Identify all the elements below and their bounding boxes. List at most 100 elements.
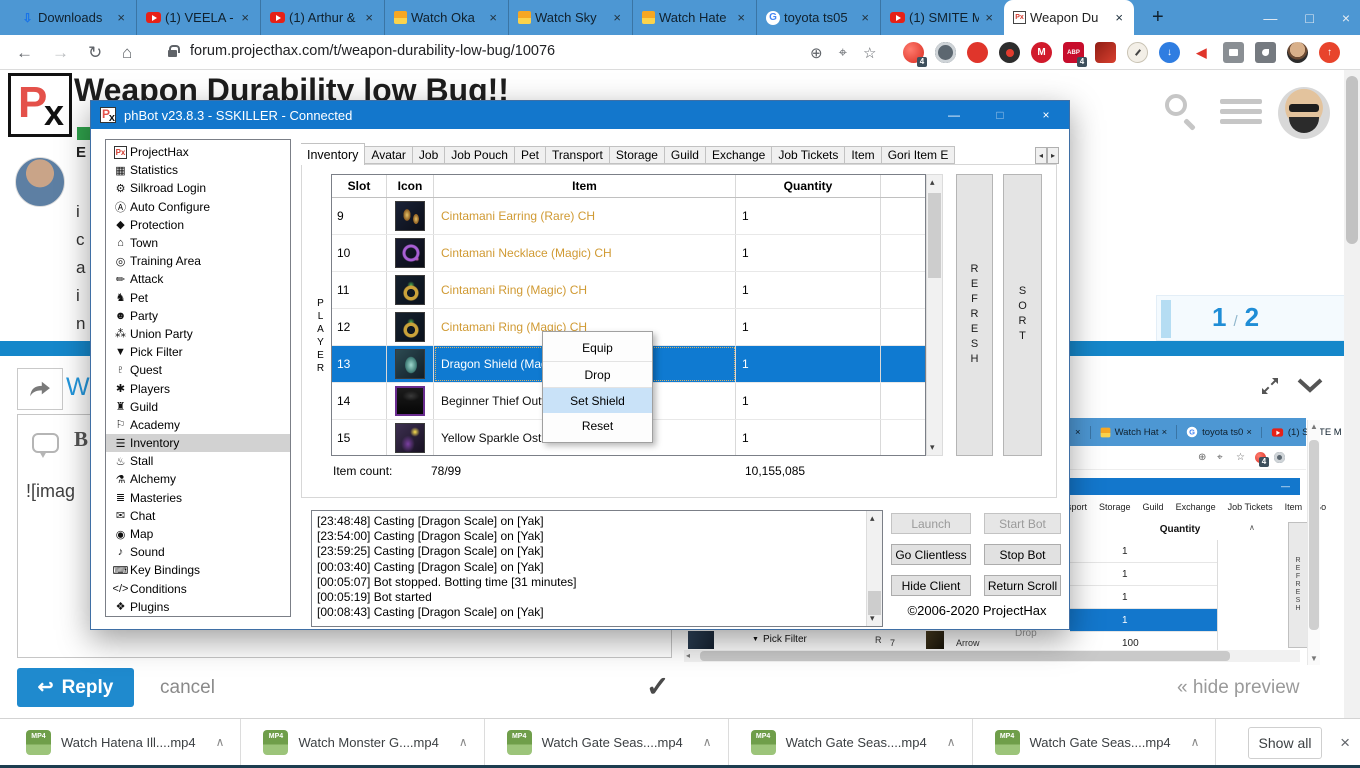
phbot-tab[interactable]: Inventory xyxy=(301,143,366,165)
log-scrollbar[interactable]: ▴ ▾ xyxy=(866,511,882,626)
home-icon[interactable]: ⌂ xyxy=(122,42,133,62)
phbot-tab[interactable]: Pet xyxy=(514,146,546,164)
inventory-row[interactable]: 9 Cintamani Earring (Rare) CH 1 xyxy=(332,198,925,235)
phbot-action-button[interactable]: Go Clientless xyxy=(891,544,971,565)
search-icon[interactable] xyxy=(1165,94,1187,116)
browser-tab[interactable]: Watch Sky × xyxy=(508,0,632,35)
sidebar-item[interactable]: ✉ Chat xyxy=(106,507,290,525)
log-scroll-down-icon[interactable]: ▾ xyxy=(870,613,875,623)
refresh-button[interactable]: REFRESH xyxy=(956,174,993,456)
sidebar-item[interactable]: ⁂ Union Party xyxy=(106,325,290,343)
phbot-close-button[interactable]: × xyxy=(1042,108,1050,122)
address-action-icon[interactable]: ⌖ xyxy=(838,44,848,61)
tab-close-icon[interactable]: × xyxy=(861,10,869,25)
address-action-icon[interactable]: ⊕ xyxy=(810,44,823,62)
sidebar-item[interactable]: ❖ Plugins xyxy=(106,598,290,616)
downloads-bar-close-icon[interactable]: × xyxy=(1340,733,1350,752)
phbot-tab[interactable]: Guild xyxy=(664,146,706,164)
page-scrollbar-thumb[interactable] xyxy=(1346,76,1358,244)
hamburger-menu-icon[interactable] xyxy=(1220,99,1262,104)
sidebar-item[interactable]: ◎ Training Area xyxy=(106,252,290,270)
log-scroll-up-icon[interactable]: ▴ xyxy=(870,513,875,523)
browser-tab[interactable]: Downloads × xyxy=(12,0,136,35)
tab-close-icon[interactable]: × xyxy=(365,10,373,25)
preview-scrollbar-thumb[interactable] xyxy=(1309,440,1319,630)
inventory-row[interactable]: 15 Yellow Sparkle Ostri 1 xyxy=(332,420,925,455)
sidebar-item[interactable]: ⚙ Silkroad Login xyxy=(106,179,290,197)
phbot-action-button[interactable]: Hide Client xyxy=(891,575,971,596)
download-chevron-icon[interactable]: ∧ xyxy=(1190,735,1200,749)
sidebar-item[interactable]: ⌂ Town xyxy=(106,234,290,252)
download-item[interactable]: MP4 Watch Gate Seas....mp4 ∧ xyxy=(750,718,973,766)
extension-icon[interactable] xyxy=(1255,42,1276,63)
sidebar-item[interactable]: ✏ Attack xyxy=(106,270,290,288)
sidebar-item[interactable]: ◉ Map xyxy=(106,525,290,543)
bold-button[interactable]: B xyxy=(74,427,89,451)
column-header-quantity[interactable]: Quantity xyxy=(736,175,881,197)
phbot-tab[interactable]: Transport xyxy=(545,146,610,164)
address-bar[interactable]: forum.projecthax.com/t/weapon-durability… xyxy=(190,43,556,59)
phbot-tab[interactable]: Avatar xyxy=(365,146,413,164)
phbot-tab[interactable]: Job Pouch xyxy=(445,146,515,164)
extension-icon[interactable] xyxy=(1127,42,1148,63)
phbot-minimize-button[interactable]: — xyxy=(948,108,960,122)
page-scrollbar[interactable] xyxy=(1344,70,1360,718)
window-close-button[interactable]: × xyxy=(1341,9,1350,26)
extension-icon[interactable]: M xyxy=(1031,42,1052,63)
sidebar-item[interactable]: ✱ Players xyxy=(106,379,290,397)
download-chevron-icon[interactable]: ∧ xyxy=(702,735,712,749)
phbot-action-button[interactable]: Start Bot xyxy=(984,513,1061,534)
phbot-titlebar[interactable]: P x phBot v23.8.3 - SSKILLER - Connected… xyxy=(91,101,1069,129)
phbot-action-button[interactable]: Launch xyxy=(891,513,971,534)
tab-scroll-right-icon[interactable]: ▸ xyxy=(1047,147,1059,164)
download-item[interactable]: MP4 Watch Monster G....mp4 ∧ xyxy=(263,718,485,766)
topic-timeline[interactable]: 1 / 2 xyxy=(1156,295,1346,341)
column-header-icon[interactable]: Icon xyxy=(387,175,434,197)
tab-close-icon[interactable]: × xyxy=(241,10,249,25)
show-all-button[interactable]: Show all xyxy=(1248,727,1322,759)
download-item[interactable]: MP4 Watch Gate Seas....mp4 ∧ xyxy=(506,718,729,766)
extension-icon[interactable]: 4 xyxy=(903,42,927,67)
user-avatar[interactable] xyxy=(1278,87,1330,139)
preview-horizontal-scrollbar[interactable]: ◂ xyxy=(684,650,1300,662)
phbot-tab[interactable]: Storage xyxy=(609,146,665,164)
browser-tab[interactable]: (1) Arthur & × xyxy=(260,0,384,35)
tab-close-icon[interactable]: × xyxy=(1115,10,1123,25)
browser-tab[interactable]: Weapon Du × xyxy=(1004,0,1134,35)
sidebar-item[interactable]: ☻ Party xyxy=(106,307,290,325)
extension-icon[interactable]: ◀ xyxy=(1191,42,1212,63)
extension-icon[interactable] xyxy=(1095,42,1116,63)
column-header-item[interactable]: Item xyxy=(434,175,736,197)
reply-button[interactable]: ↩ Reply xyxy=(17,668,134,707)
extension-icon[interactable] xyxy=(1287,42,1308,63)
log-output[interactable]: [23:48:48] Casting [Dragon Scale] on [Ya… xyxy=(311,510,883,627)
tab-close-icon[interactable]: × xyxy=(489,10,497,25)
download-chevron-icon[interactable]: ∧ xyxy=(215,735,225,749)
phbot-tab[interactable]: Job xyxy=(412,146,446,164)
new-tab-button[interactable]: + xyxy=(1152,6,1164,28)
extension-icon[interactable] xyxy=(967,42,988,63)
extension-icon[interactable]: ↑ xyxy=(1319,42,1340,63)
back-icon[interactable]: ← xyxy=(16,42,33,62)
download-chevron-icon[interactable]: ∧ xyxy=(458,735,468,749)
phbot-tab[interactable]: Gori Item E xyxy=(881,146,956,164)
tab-close-icon[interactable]: × xyxy=(737,10,745,25)
sidebar-item[interactable]: Px ProjectHax xyxy=(106,143,290,161)
preview-hscrollbar-thumb[interactable] xyxy=(700,651,1230,661)
sidebar-item[interactable]: </> Conditions xyxy=(106,580,290,598)
extension-icon[interactable] xyxy=(1223,42,1244,63)
sidebar-item[interactable]: ▦ Statistics xyxy=(106,161,290,179)
inventory-row[interactable]: 10 Cintamani Necklace (Magic) CH 1 xyxy=(332,235,925,272)
table-scrollbar[interactable]: ▴ ▾ xyxy=(926,174,943,456)
sidebar-item[interactable]: ⌨ Key Bindings xyxy=(106,561,290,579)
extension-icon[interactable]: ABP 4 xyxy=(1063,42,1087,67)
post-author-avatar[interactable] xyxy=(15,157,65,207)
browser-tab[interactable]: (1) VEELA - × xyxy=(136,0,260,35)
address-action-icon[interactable]: ☆ xyxy=(863,44,877,62)
scroll-up-icon[interactable]: ▴ xyxy=(930,177,935,187)
inventory-row[interactable]: 11 Cintamani Ring (Magic) CH 1 xyxy=(332,272,925,309)
sidebar-item[interactable]: ≣ Masteries xyxy=(106,489,290,507)
browser-tab[interactable]: (1) SMITE M × xyxy=(880,0,1004,35)
context-menu-item[interactable]: Reset xyxy=(581,419,614,433)
column-header-slot[interactable]: Slot xyxy=(332,175,387,197)
